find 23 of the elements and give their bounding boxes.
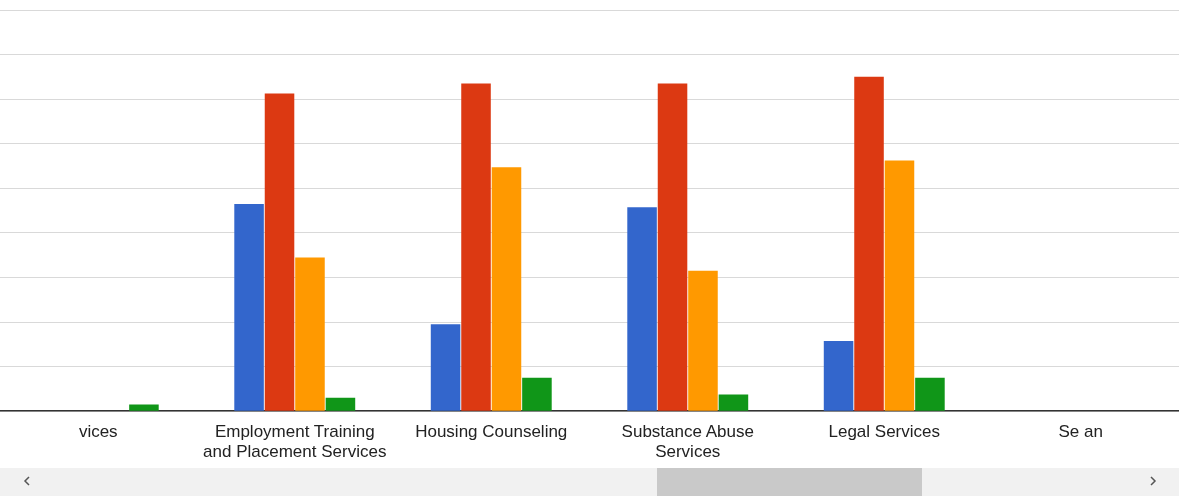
bar xyxy=(264,93,295,411)
bar xyxy=(854,76,884,411)
bar xyxy=(522,377,552,411)
bar xyxy=(129,404,159,411)
bar xyxy=(688,270,718,411)
bar xyxy=(325,397,356,411)
x-tick-label: Se an xyxy=(1058,422,1103,442)
x-tick-label: Housing Counseling xyxy=(415,422,568,442)
x-tick-label: Legal Services xyxy=(828,422,941,442)
bar xyxy=(884,160,915,411)
bar xyxy=(718,394,749,411)
x-tick-label: vices xyxy=(78,422,118,442)
bar xyxy=(295,257,325,411)
bar xyxy=(627,207,657,411)
bar xyxy=(915,377,945,411)
bar xyxy=(461,83,491,411)
bar xyxy=(234,203,264,411)
bar xyxy=(657,83,688,411)
bar xyxy=(491,167,522,411)
bar xyxy=(823,340,854,411)
x-tick-label: Substance Abuse Services xyxy=(621,422,754,462)
x-tick-label: Employment Training and Placement Services xyxy=(203,422,387,462)
bar xyxy=(430,324,461,411)
